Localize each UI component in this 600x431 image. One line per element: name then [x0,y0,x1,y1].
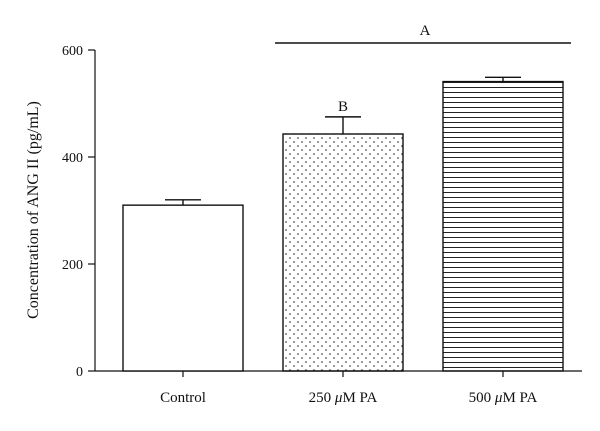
category-label-part: μ [334,390,343,406]
category-label-part: μ [494,390,503,406]
y-axis-title: Concentration of ANG II (pg/mL) [25,101,42,319]
category-label-part: M PA [342,390,377,406]
y-tick-label: 400 [62,151,83,166]
bar-1 [282,133,404,372]
bars-group [122,76,564,372]
y-tick-label: 0 [76,365,83,380]
y-tick-label: 600 [62,44,83,59]
x-category-label-1: 250 μM PA [309,390,378,406]
y-tick-label: 200 [62,258,83,273]
bar-0 [122,204,244,372]
bar-2 [442,80,564,372]
category-label-part: 250 [309,390,335,406]
significance-label-b: B [338,99,348,115]
x-category-label-0: Control [160,390,206,406]
category-label-part: M PA [502,390,537,406]
x-category-label-2: 500 μM PA [469,390,538,406]
y-axis: 0 200 400 600 [62,44,96,380]
x-axis: Control 250 μM PA 500 μM PA [95,370,582,406]
category-label-part: Control [160,390,206,406]
category-label-part: 500 [469,390,495,406]
significance-label-a: A [420,23,431,39]
annotations-group: AB [275,23,571,115]
